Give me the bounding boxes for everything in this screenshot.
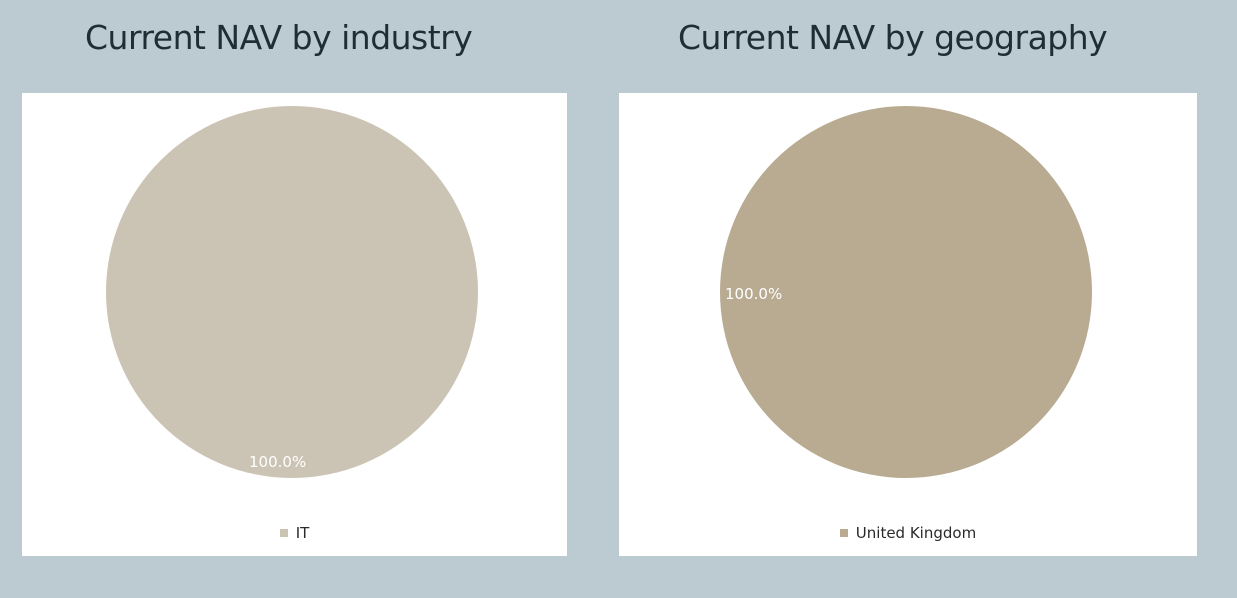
geography-legend: United Kingdom bbox=[619, 524, 1197, 542]
industry-legend: IT bbox=[22, 524, 567, 542]
pie-slice-united-kingdom bbox=[720, 106, 1092, 478]
pie-data-label: 100.0% bbox=[725, 285, 782, 303]
industry-chart-panel: 100.0% IT bbox=[22, 93, 567, 556]
legend-label-it: IT bbox=[295, 524, 310, 542]
legend-swatch bbox=[839, 529, 848, 537]
legend-label-united-kingdom: United Kingdom bbox=[855, 524, 977, 542]
geography-chart-panel: 100.0% United Kingdom bbox=[619, 93, 1197, 556]
pie-data-label: 100.0% bbox=[249, 453, 306, 471]
geography-pie-chart: 100.0% bbox=[720, 106, 1092, 478]
legend-swatch bbox=[279, 529, 288, 537]
industry-pie-chart: 100.0% bbox=[106, 106, 478, 478]
pie-slice-it bbox=[106, 106, 478, 478]
industry-chart-title: Current NAV by industry bbox=[85, 18, 473, 57]
geography-chart-title: Current NAV by geography bbox=[678, 18, 1108, 57]
